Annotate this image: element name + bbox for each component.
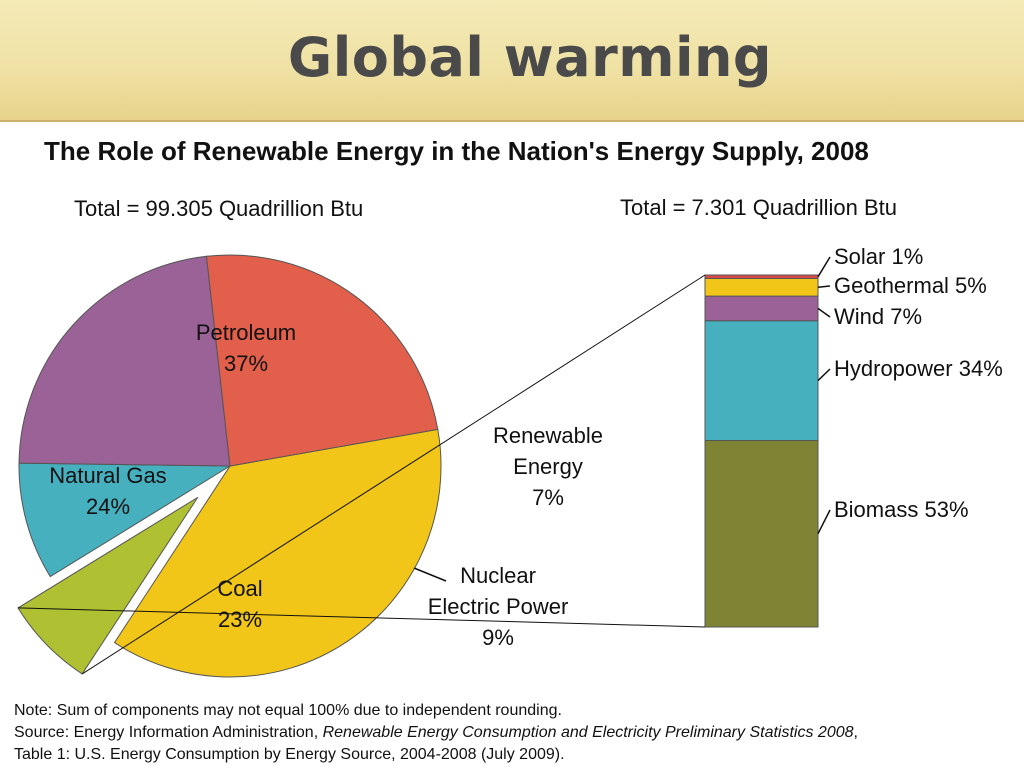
- stacked-bar: [704, 274, 819, 628]
- chart-notes: Note: Sum of components may not equal 10…: [14, 700, 858, 766]
- pie-slice-petroleum: [113, 428, 442, 678]
- bar-segment-geothermal: [704, 278, 819, 297]
- note-rounding: Note: Sum of components may not equal 10…: [14, 702, 562, 719]
- bar-leader-hydropower: [817, 368, 831, 382]
- bar-leader-solar: [817, 256, 831, 278]
- bar-label-wind: Wind 7%: [834, 304, 922, 329]
- bar-label-biomass: Biomass 53%: [834, 497, 969, 522]
- pie-label-renewable-energy: Renewable Energy 7%: [493, 423, 603, 510]
- bar-label-hydropower: Hydropower 34%: [834, 356, 1003, 381]
- bar-label-solar: Solar 1%: [834, 244, 923, 269]
- note-source: Source: Energy Information Administratio…: [14, 722, 858, 744]
- bar-leader-biomass: [817, 509, 831, 535]
- bar-segment-hydropower: [704, 320, 819, 441]
- pie-total-label: Total = 99.305 Quadrillion Btu: [74, 196, 364, 221]
- pie-slice-nuclear-electric-power: [18, 462, 232, 578]
- bar-segment-wind: [704, 295, 819, 322]
- note-source-suffix: ,: [853, 724, 858, 741]
- note-table: Table 1: U.S. Energy Consumption by Ener…: [14, 746, 565, 763]
- connector-line-top: [81, 274, 706, 675]
- pie-label-nuclear-electric-power: Nuclear Electric Power 9%: [428, 563, 569, 650]
- pie-label-natural-gas: Natural Gas 24%: [49, 463, 166, 519]
- slide-title: Global warming: [287, 26, 773, 89]
- pie-label-petroleum: Petroleum 37%: [196, 320, 296, 376]
- bar-label-geothermal: Geothermal 5%: [834, 273, 987, 298]
- pie-slice-coal: [18, 255, 231, 467]
- nuclear-leader-line: [413, 567, 447, 582]
- connector-line-bottom: [17, 607, 706, 628]
- slide-header: Global warming: [0, 0, 1024, 122]
- note-source-prefix: Source: Energy Information Administratio…: [14, 724, 323, 741]
- bar-leader-wind: [817, 307, 831, 318]
- note-source-title: Renewable Energy Consumption and Electri…: [322, 724, 854, 741]
- bar-segment-solar: [704, 274, 819, 279]
- pie-chart: [17, 254, 442, 678]
- bar-leader-geothermal: [817, 285, 831, 289]
- chart-title: The Role of Renewable Energy in the Nati…: [44, 136, 869, 166]
- bar-total-label: Total = 7.301 Quadrillion Btu: [620, 195, 898, 220]
- bar-segment-biomass: [704, 439, 819, 628]
- pie-slice-natural-gas: [205, 254, 439, 467]
- pie-label-coal: Coal 23%: [217, 576, 262, 632]
